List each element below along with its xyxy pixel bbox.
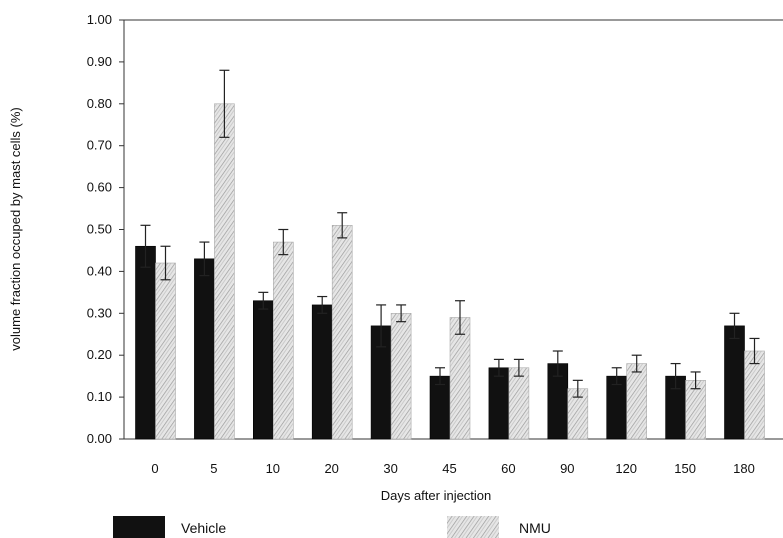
error-bar-vehicle (670, 362, 681, 390)
error-bar-vehicle (729, 312, 740, 340)
error-bar-nmu (631, 354, 642, 373)
y-axis-ticks: 0.00 0.10 0.20 0.30 0.40 0.50 0.60 0.70 0.80 0.90… (87, 12, 124, 446)
bar-vehicle (724, 325, 745, 440)
y-tick-label: 0.70 (87, 138, 112, 153)
bar-vehicle (488, 367, 510, 440)
bar-nmu (390, 312, 412, 440)
error-bar-nmu (219, 69, 230, 138)
bar-nmu (508, 367, 530, 440)
y-tick-label: 0.30 (87, 305, 112, 320)
error-bar-nmu (396, 304, 407, 323)
error-bar-vehicle (258, 291, 269, 310)
bar-vehicle (311, 304, 333, 440)
y-tick-label: 0.80 (87, 96, 112, 111)
bar-vehicle (253, 300, 274, 440)
error-bar-nmu (278, 228, 289, 256)
error-bar-vehicle (317, 295, 328, 314)
bars-group (135, 69, 765, 440)
y-tick-label: 0.40 (87, 263, 112, 278)
x-tick-label: 90 (560, 461, 574, 476)
error-bar-vehicle (552, 350, 563, 377)
x-tick-label: 5 (210, 461, 217, 476)
legend-label-vehicle: Vehicle (181, 520, 226, 536)
y-tick-label: 0.00 (87, 431, 112, 446)
bar-vehicle (194, 258, 215, 440)
bar-nmu (449, 317, 471, 440)
y-tick-label: 0.60 (87, 180, 112, 195)
y-tick-label: 0.10 (87, 389, 112, 404)
error-bar-vehicle (493, 358, 504, 377)
y-tick-label: 0.90 (87, 54, 112, 69)
x-tick-label: 120 (615, 461, 637, 476)
error-bar-vehicle (199, 241, 210, 277)
x-axis-ticks: 0 5 10 20 30 45 60 90 120 150 180 (151, 461, 754, 476)
bar-vehicle (606, 375, 628, 440)
bar-nmu (155, 262, 176, 440)
bar-nmu (331, 225, 353, 440)
error-bar-vehicle (140, 224, 151, 268)
legend-swatch-nmu (447, 516, 499, 538)
x-tick-label: 10 (266, 461, 280, 476)
error-bar-nmu (455, 300, 465, 335)
y-axis-title: volume fraction occuped by mast cells (%… (8, 107, 23, 350)
x-axis-title: Days after injection (381, 488, 492, 503)
error-bar-vehicle (435, 367, 445, 386)
error-bar-nmu (160, 245, 171, 281)
legend-swatch-vehicle (113, 516, 165, 538)
y-tick-label: 1.00 (87, 12, 112, 27)
x-tick-label: 60 (501, 461, 515, 476)
error-bar-nmu (572, 379, 583, 398)
bar-nmu (214, 103, 235, 440)
bar-nmu (626, 363, 648, 440)
bar-vehicle (429, 375, 451, 440)
bar-vehicle (135, 245, 156, 440)
y-tick-label: 0.50 (87, 222, 112, 237)
error-bar-nmu (690, 371, 701, 390)
error-bar-vehicle (376, 304, 387, 348)
x-tick-label: 30 (383, 461, 397, 476)
legend-label-nmu: NMU (519, 520, 551, 536)
error-bar-nmu (513, 358, 524, 377)
error-bar-nmu (749, 337, 760, 365)
y-tick-label: 0.20 (87, 347, 112, 362)
error-bar-vehicle (611, 367, 622, 386)
x-tick-label: 150 (674, 461, 696, 476)
x-tick-label: 20 (324, 461, 338, 476)
x-tick-label: 0 (151, 461, 158, 476)
bar-nmu (744, 350, 765, 440)
x-tick-label: 180 (733, 461, 755, 476)
bar-nmu (272, 241, 294, 440)
error-bar-nmu (337, 212, 348, 239)
legend: Vehicle NMU (113, 516, 551, 538)
x-tick-label: 45 (442, 461, 456, 476)
